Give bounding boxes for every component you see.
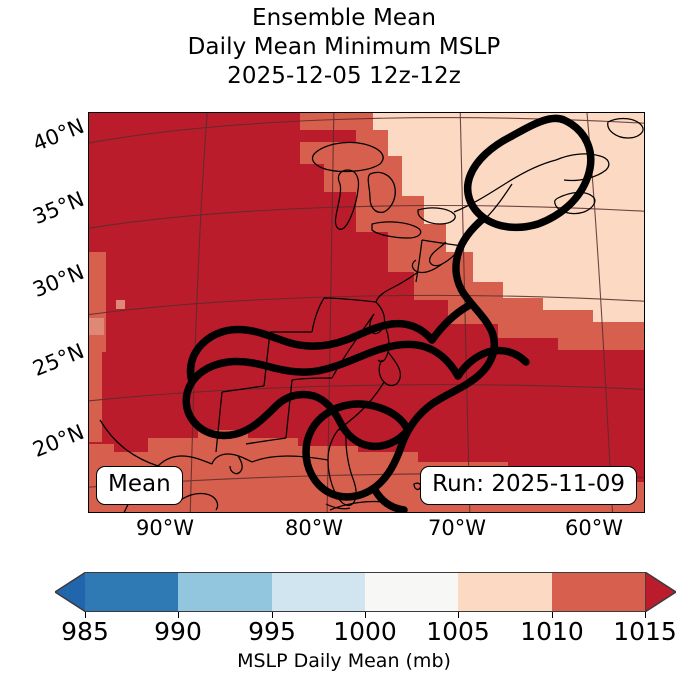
- colorbar-tick-mark-995: [272, 612, 273, 618]
- fill-ne-pale-mass: [388, 112, 645, 322]
- colorbar-tick-mark-1005: [458, 612, 459, 618]
- colorbar-tick-mark-1015: [645, 612, 646, 618]
- colorbar-tick-mark-1000: [365, 612, 366, 618]
- lon-tick-90W: 90°W: [136, 516, 194, 540]
- colorbar-tick-1010: 1010: [520, 617, 584, 646]
- lat-tick-35N: 35°N: [29, 186, 88, 229]
- colorbar-band-990-995: [178, 572, 272, 612]
- map-svg: [88, 112, 645, 513]
- colorbar-band-985-990: [85, 572, 179, 612]
- colorbar-tick-mark-990: [178, 612, 179, 618]
- colorbar-tick-1015: 1015: [613, 617, 677, 646]
- map-panel: Mean Run: 2025-11-09: [88, 112, 645, 513]
- colorbar-band-995-1000: [271, 572, 365, 612]
- legend-mean-label: Mean: [108, 471, 171, 497]
- fill-transition-pocket: [300, 142, 645, 350]
- colorbar-tick-990: 990: [154, 617, 202, 646]
- lat-tick-30N: 30°N: [29, 259, 88, 302]
- figure-title: Ensemble Mean Daily Mean Minimum MSLP 20…: [0, 4, 688, 91]
- colorbar-outline: [85, 572, 645, 612]
- map-canvas: [88, 112, 645, 513]
- legend-run-label: Run: 2025-11-09: [432, 471, 625, 497]
- colorbar-bands: [85, 572, 645, 612]
- lon-tick-70W: 70°W: [428, 516, 486, 540]
- lat-tick-40N: 40°N: [29, 113, 88, 156]
- colorbar-band-1005-1010: [458, 572, 552, 612]
- colorbar-under-arrow: [55, 572, 86, 612]
- lat-tick-20N: 20°N: [29, 419, 88, 462]
- lon-tick-80W: 80°W: [285, 516, 343, 540]
- colorbar-band-1000-1005: [364, 572, 459, 612]
- legend-mean-box: Mean: [96, 466, 183, 505]
- pixel-artifact-small: [116, 300, 125, 309]
- colorbar-over-arrow: [645, 572, 676, 612]
- lat-tick-25N: 25°N: [29, 338, 88, 381]
- title-line-1: Ensemble Mean: [251, 5, 437, 31]
- colorbar-axis-label: MSLP Daily Mean (mb): [237, 650, 451, 672]
- title-line-2: Daily Mean Minimum MSLP: [187, 34, 501, 60]
- colorbar: 985 990 995 1000 1005 1010 1015 MSLP Dai…: [0, 560, 688, 674]
- colorbar-band-1010-1015: [551, 572, 645, 612]
- colorbar-tick-995: 995: [248, 617, 296, 646]
- colorbar-tick-mark-985: [85, 612, 86, 618]
- isobar-1015-contour: [182, 114, 595, 513]
- fill-core-high: [88, 112, 645, 472]
- legend-run-box: Run: 2025-11-09: [420, 466, 637, 505]
- colorbar-tick-1005: 1005: [426, 617, 490, 646]
- colorbar-tick-mark-1010: [552, 612, 553, 618]
- colorbar-tick-985: 985: [61, 617, 109, 646]
- pixel-artifact-large: [88, 318, 104, 335]
- colorbar-tick-1000: 1000: [333, 617, 397, 646]
- lon-tick-60W: 60°W: [565, 516, 623, 540]
- title-line-3: 2025-12-05 12z-12z: [227, 63, 461, 89]
